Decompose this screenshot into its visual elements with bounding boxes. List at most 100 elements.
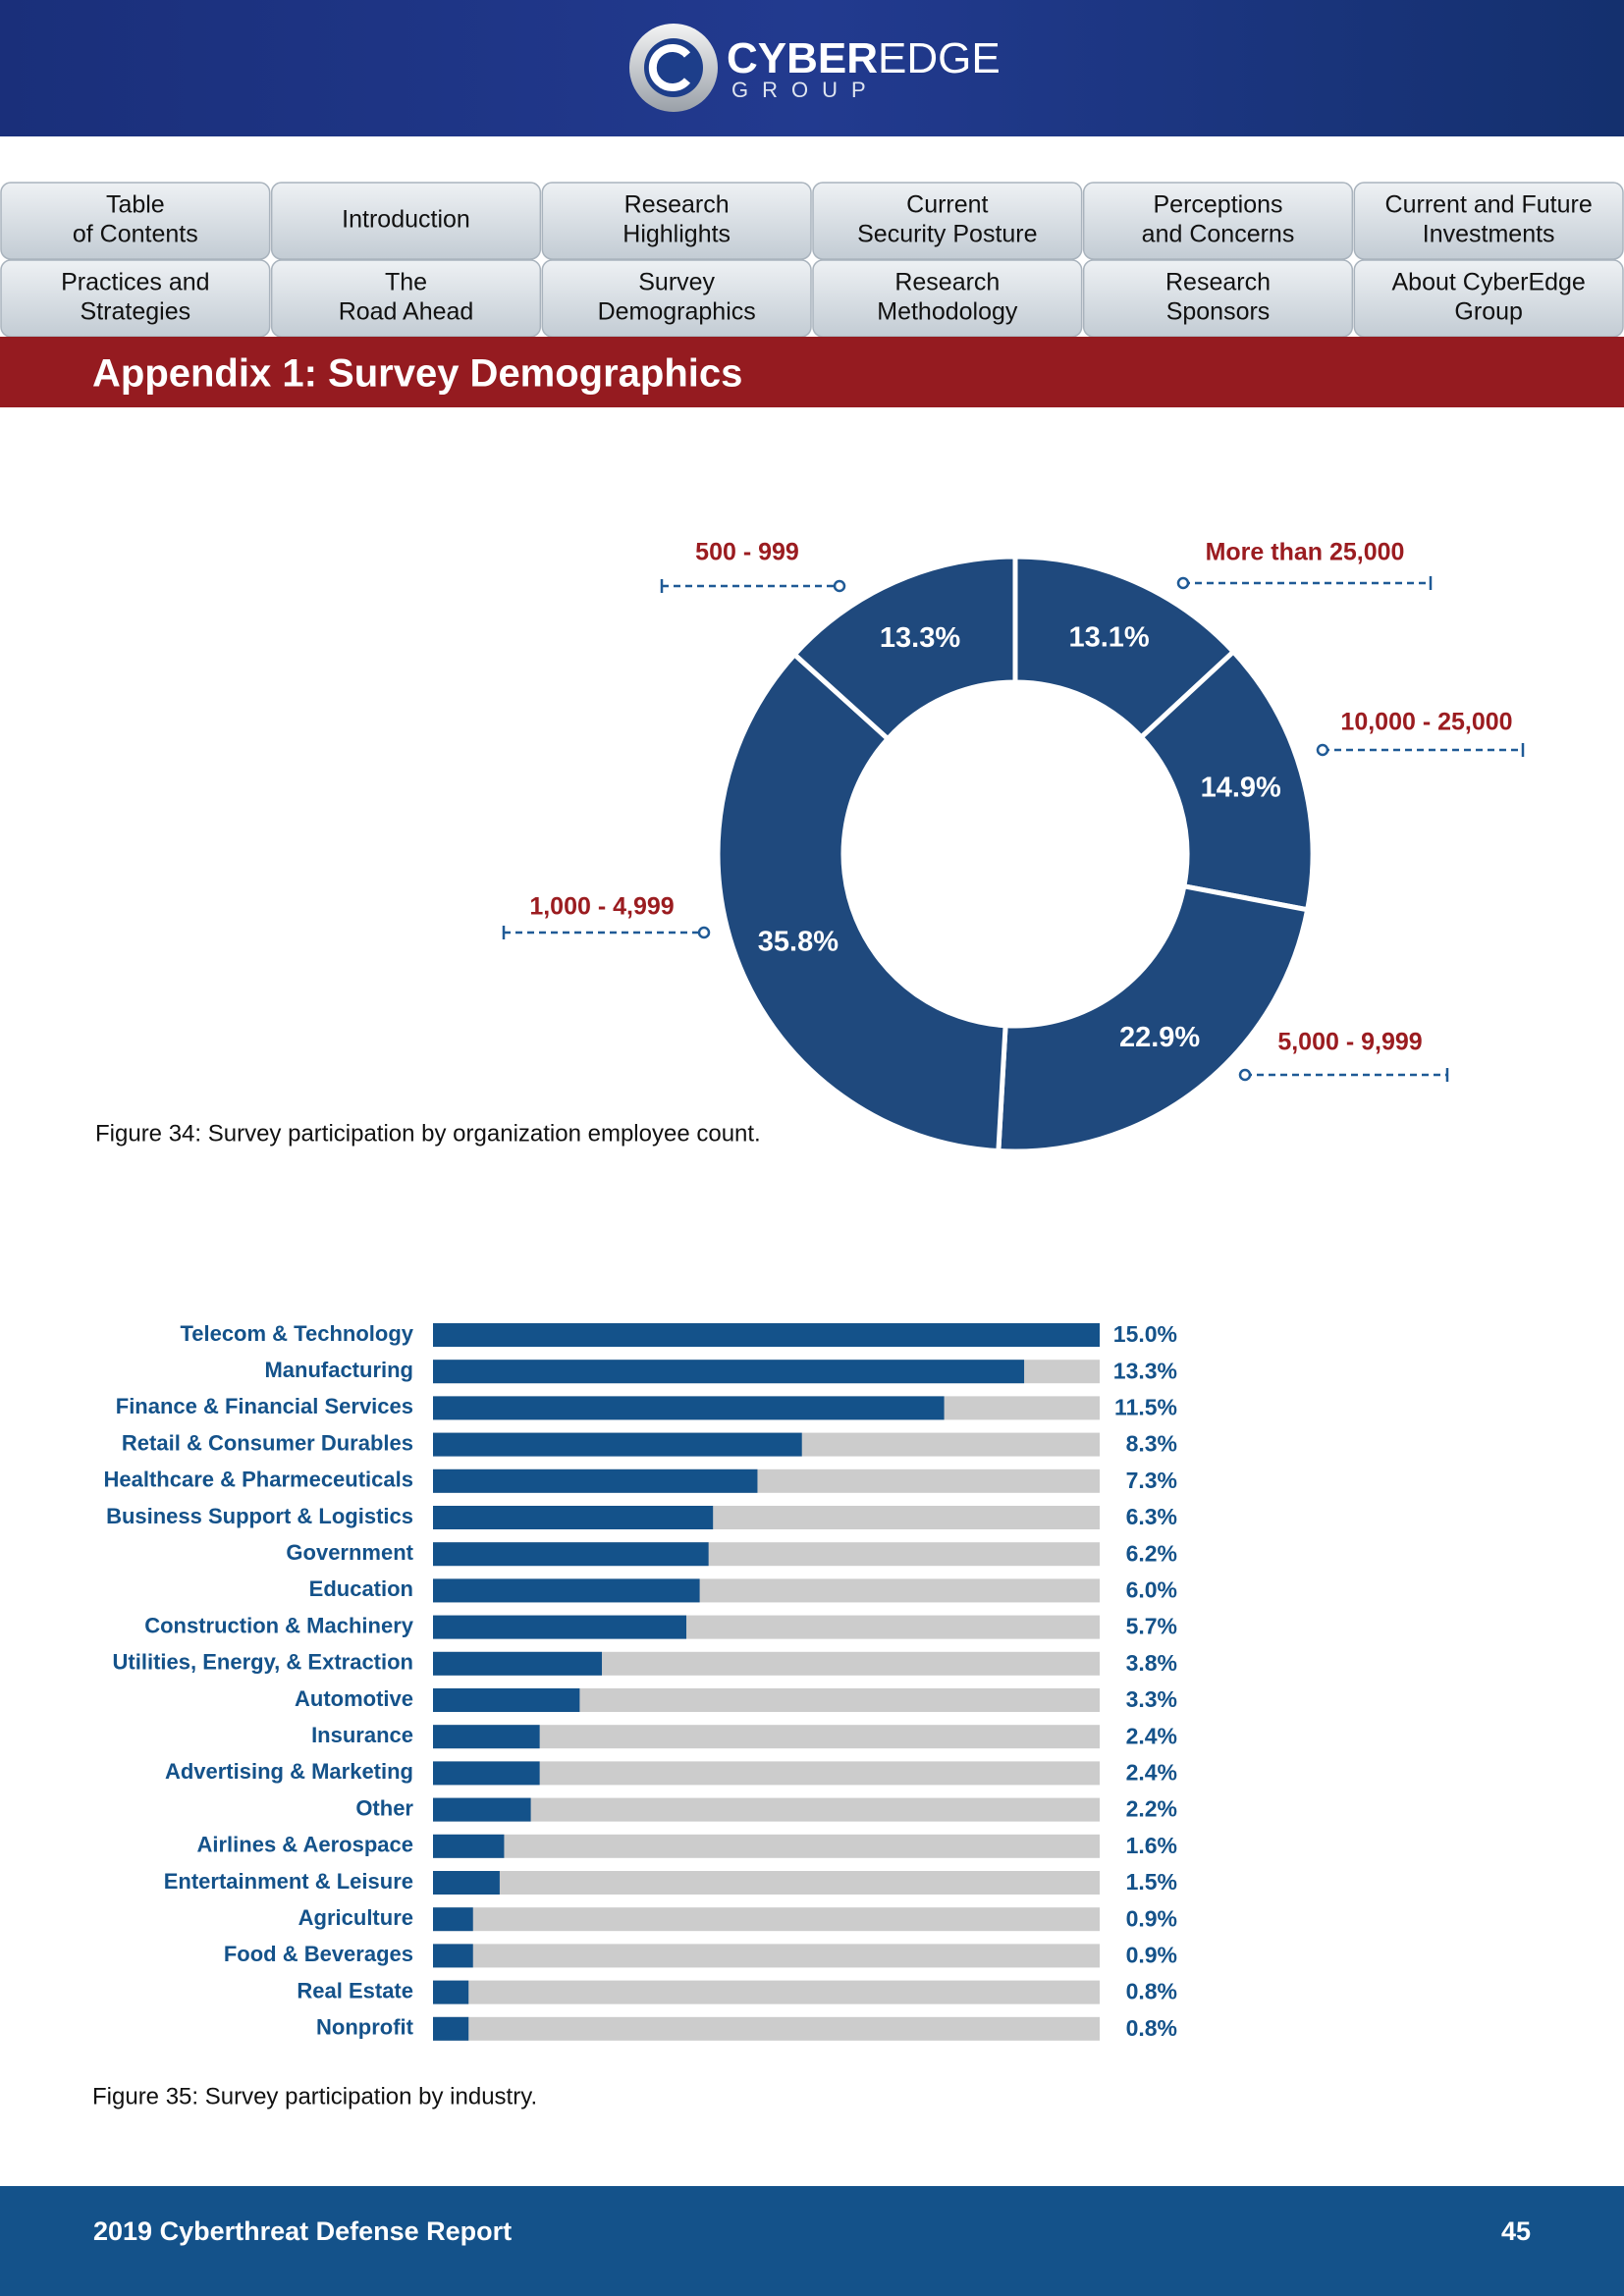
nav-tab-label: Strategies: [81, 298, 191, 326]
value-label: 1.6%: [1126, 1833, 1177, 1858]
bar: [433, 1506, 714, 1529]
nav-tab-label: Group: [1454, 298, 1522, 326]
value-label: 5.7%: [1126, 1614, 1177, 1639]
caption: Figure 34: Survey participation by organ…: [95, 1120, 761, 1147]
bar: [433, 1542, 709, 1567]
nav-tab-label: The: [385, 269, 427, 296]
category-label: Healthcare & Pharmeceuticals: [104, 1468, 414, 1492]
value-label: 0.9%: [1126, 1905, 1177, 1931]
bar-track: [433, 1834, 1100, 1858]
bar: [433, 1907, 473, 1932]
caption: Figure 35: Survey participation by indus…: [92, 2083, 537, 2109]
nav-tab-label: Research: [624, 191, 730, 219]
nav-tab-label: and Concerns: [1142, 221, 1295, 248]
nav-tab-label: Research: [1165, 269, 1271, 296]
value-label: 7.3%: [1126, 1468, 1177, 1493]
nav-tab-label: Road Ahead: [339, 298, 474, 326]
value-label: 0.9%: [1126, 1942, 1177, 1967]
nav-tab-label: of Contents: [73, 221, 198, 248]
category-label: Automotive: [295, 1686, 413, 1711]
nav-tab-label: Current and Future: [1385, 191, 1593, 219]
bar: [433, 1360, 1025, 1384]
category-label: Business Support & Logistics: [106, 1504, 413, 1528]
nav-tab-bg: [270, 182, 542, 260]
bar-track: [433, 1980, 1100, 2004]
category-label: Insurance: [311, 1723, 413, 1747]
category-label: Telecom & Technology: [180, 1321, 413, 1346]
bar-track: [433, 1871, 1100, 1895]
nav-tab-label: Highlights: [623, 221, 731, 248]
bar: [433, 1396, 945, 1420]
nav-tab-label: Survey: [638, 269, 715, 296]
bar: [433, 1797, 531, 1822]
donut-segment: [790, 554, 1018, 743]
category-label: 500 - 999: [695, 539, 799, 566]
nav-tab-bg: [812, 182, 1083, 260]
bar-chart: Telecom & Technology 15.0% Manufacturing 13…: [104, 1321, 1178, 2041]
value-label: 13.3%: [1113, 1358, 1177, 1383]
nav-tab-label: Methodology: [877, 298, 1018, 326]
value-label: 2.4%: [1126, 1759, 1177, 1785]
logo-c: [648, 44, 691, 91]
bar: [433, 1871, 500, 1895]
nav-tab-label: Security Posture: [857, 221, 1037, 248]
nav-tab-bg: [0, 182, 271, 260]
category-label: Advertising & Marketing: [165, 1759, 413, 1784]
leader-dot: [833, 579, 846, 593]
bar: [433, 1834, 505, 1858]
logo-sub: GROUP: [731, 78, 880, 102]
nav-tab-bg: [1082, 182, 1354, 260]
logo-text: CYBEREDGE: [727, 34, 1001, 82]
section-band: [0, 337, 1624, 407]
nav-tab-bg: [541, 182, 812, 260]
bar: [433, 1578, 700, 1603]
category-label: 10,000 - 25,000: [1340, 709, 1512, 736]
category-label: Government: [286, 1540, 413, 1565]
category-label: Airlines & Aerospace: [197, 1833, 414, 1857]
category-label: 5,000 - 9,999: [1277, 1029, 1422, 1056]
segment-value-label: 13.1%: [1068, 622, 1149, 654]
leader-dot: [1238, 1068, 1252, 1082]
donut-segment: [1137, 648, 1316, 913]
value-label: 1.5%: [1126, 1869, 1177, 1895]
nav-tab-label: Practices and: [61, 269, 209, 296]
value-label: 2.2%: [1126, 1796, 1177, 1822]
segment-value-label: 13.3%: [880, 622, 960, 654]
category-label: Construction & Machinery: [144, 1613, 414, 1637]
value-label: 3.3%: [1126, 1686, 1177, 1712]
nav-tab-label: Sponsors: [1166, 298, 1271, 326]
bar-track: [433, 1907, 1100, 1932]
donut-segment: [996, 882, 1311, 1154]
bar-track: [433, 1761, 1100, 1786]
bar: [433, 1688, 580, 1712]
nav-tab-label: Demographics: [598, 298, 756, 326]
category-label: Entertainment & Leisure: [164, 1869, 413, 1894]
value-label: 0.8%: [1126, 2015, 1177, 2041]
nav-tab-label: Research: [894, 269, 1000, 296]
category-label: Utilities, Energy, & Extraction: [113, 1650, 413, 1675]
page-number: 45: [1501, 2216, 1531, 2246]
category-label: 1,000 - 4,999: [529, 893, 674, 921]
category-label: Food & Beverages: [224, 1942, 413, 1966]
nav-tab[interactable]: Introduction: [270, 182, 542, 260]
footer-band: [0, 2186, 1624, 2296]
value-label: 3.8%: [1126, 1650, 1177, 1676]
bar: [433, 1651, 603, 1676]
leader-dot: [1176, 576, 1190, 590]
category-label: Education: [309, 1576, 413, 1601]
value-label: 6.2%: [1126, 1540, 1177, 1566]
nav-tab-label: About CyberEdge: [1391, 269, 1585, 296]
